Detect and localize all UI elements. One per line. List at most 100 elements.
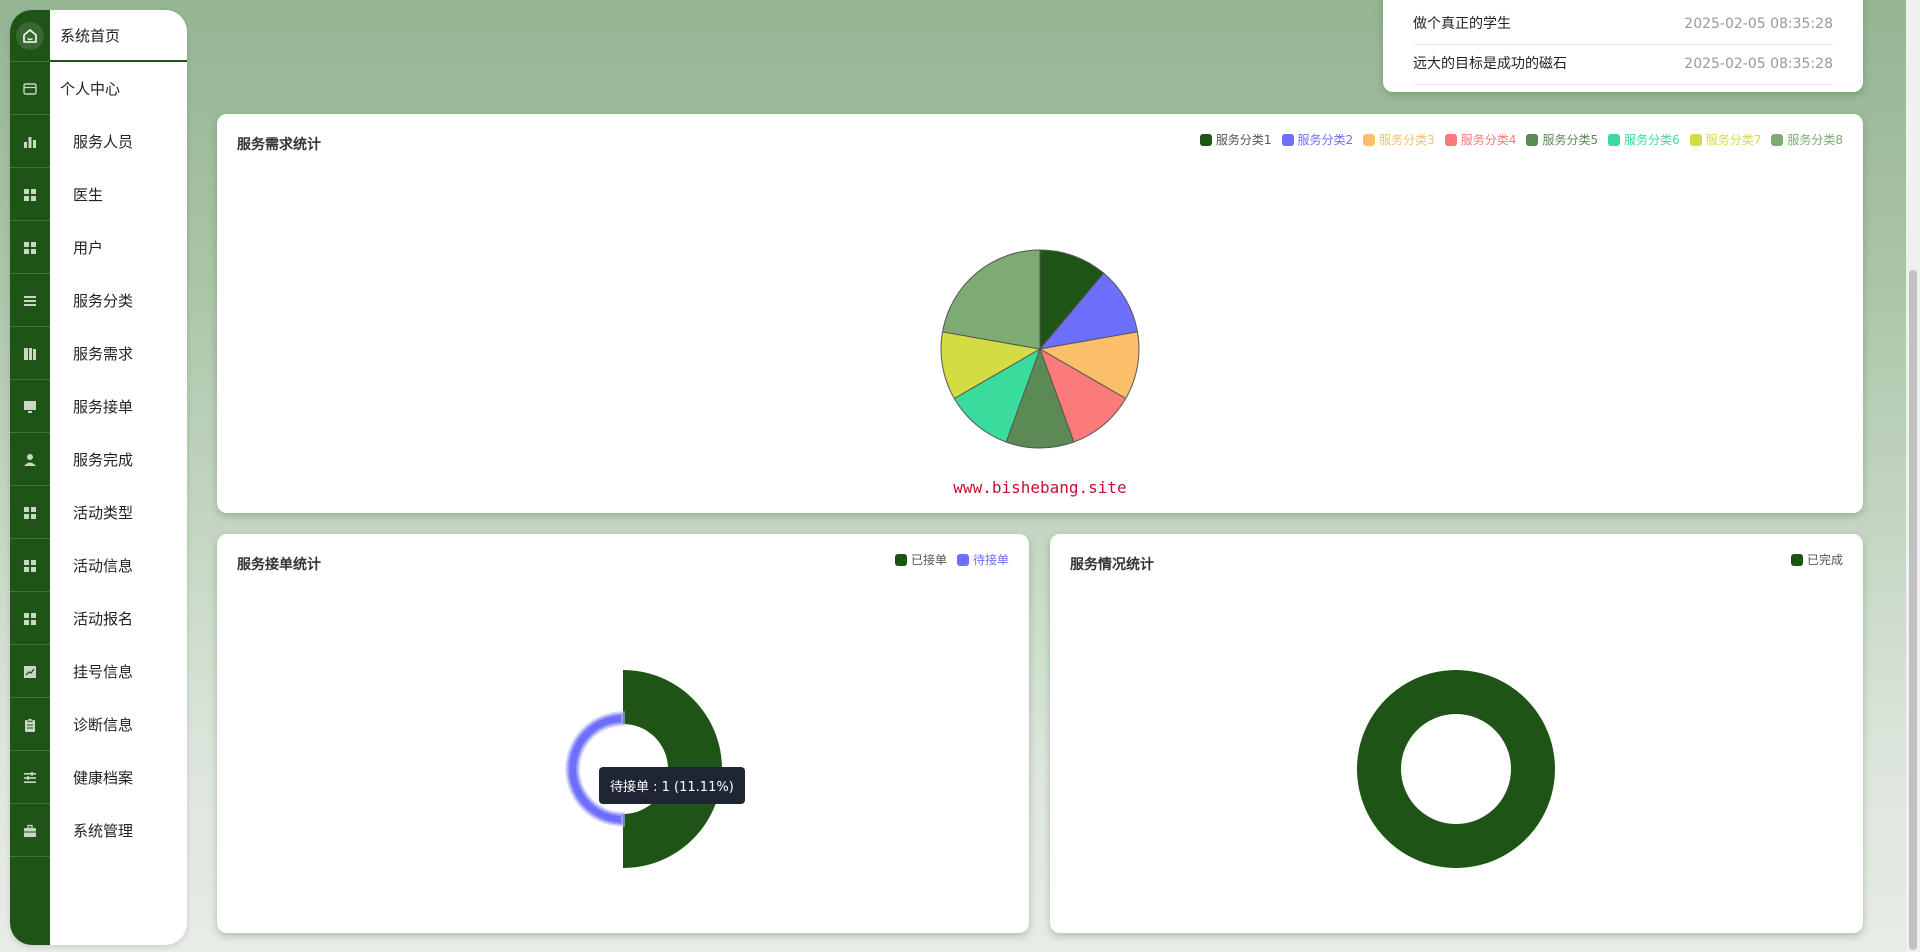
sidebar-item-label: 活动信息 [73, 557, 134, 575]
legend-item[interactable]: 服务分类2 [1281, 131, 1354, 148]
sidebar-item[interactable]: 系统首页 [10, 10, 187, 62]
sidebar-item[interactable]: 服务分类 [10, 275, 187, 327]
notice-list: 做个真正的学生 2025-02-05 08:35:28 远大的目标是成功的磁石 … [1383, 0, 1863, 92]
sidebar-item-label: 系统首页 [60, 27, 121, 45]
pie-slice[interactable] [1038, 331, 1140, 400]
donut-slice[interactable] [1356, 670, 1555, 868]
pie-slice[interactable] [953, 347, 1041, 443]
bar-chart-icon [10, 116, 50, 168]
chart-title: 服务接单统计 [237, 557, 321, 573]
pie-slice[interactable] [940, 331, 1042, 400]
sidebar-item-label: 医生 [73, 186, 104, 204]
legend-item[interactable]: 服务分类4 [1444, 131, 1516, 148]
service-status-chart-card: 服务情况统计 已完成 [1050, 534, 1863, 933]
sidebar-item[interactable]: 系统管理 [10, 805, 187, 857]
sidebar-item-label: 活动报名 [73, 610, 134, 628]
sidebar-item[interactable]: 服务人员 [10, 116, 187, 168]
clipboard-icon [10, 699, 50, 751]
pie-slice[interactable] [1039, 347, 1127, 443]
pie-slice[interactable] [1039, 249, 1105, 351]
sidebar-item[interactable]: 服务需求 [10, 328, 187, 380]
rail-divider [10, 273, 50, 274]
pie-slice[interactable] [941, 249, 1041, 350]
grid-icon [10, 487, 50, 539]
sliders-icon [10, 752, 50, 804]
sidebar-item-label: 挂号信息 [73, 663, 134, 681]
notice-title: 远大的目标是成功的磁石 [1413, 56, 1567, 72]
sidebar-item[interactable]: 活动报名 [10, 593, 187, 645]
notice-item[interactable]: 做个真正的学生 2025-02-05 08:35:28 [1413, 4, 1833, 45]
service-demand-pie-chart [940, 249, 1140, 449]
grid-icon [10, 169, 50, 221]
service-status-donut-chart [1356, 670, 1555, 868]
legend-item[interactable]: 服务分类8 [1771, 131, 1843, 148]
rose-slice[interactable] [565, 711, 625, 827]
sidebar-item-label: 用户 [73, 239, 104, 257]
sidebar-item[interactable]: 医生 [10, 169, 187, 221]
sidebar-item[interactable]: 服务接单 [10, 381, 187, 433]
sidebar-item[interactable]: 个人中心 [10, 63, 187, 115]
rail-divider [10, 326, 50, 327]
rail-divider [10, 61, 50, 62]
legend-label: 已接单 [910, 553, 947, 567]
sidebar-item[interactable]: 健康档案 [10, 752, 187, 804]
trend-icon [10, 646, 50, 698]
sidebar-item[interactable]: 用户 [10, 222, 187, 274]
legend-label: 服务分类7 [1705, 133, 1762, 147]
rail-divider [10, 803, 50, 804]
user-icon [10, 434, 50, 486]
legend-swatch [1689, 133, 1702, 146]
legend-swatch [894, 553, 907, 566]
rail-divider [10, 432, 50, 433]
legend-swatch [1363, 133, 1376, 146]
sidebar-item-label: 诊断信息 [73, 716, 134, 734]
rail-divider [10, 379, 50, 380]
legend-swatch [1444, 133, 1457, 146]
sidebar-item-label: 服务接单 [73, 398, 134, 416]
notice-title: 做个真正的学生 [1413, 16, 1511, 32]
briefcase-icon [10, 805, 50, 857]
sidebar: 系统首页个人中心服务人员医生用户服务分类服务需求服务接单服务完成活动类型活动信息… [10, 10, 187, 945]
legend-item[interactable]: 服务分类5 [1526, 131, 1598, 148]
rail-divider [10, 750, 50, 751]
pie-slice[interactable] [1005, 347, 1075, 449]
legend-label: 服务分类8 [1787, 133, 1843, 147]
legend-item[interactable]: 服务分类7 [1689, 131, 1762, 148]
chart-title: 服务情况统计 [1070, 557, 1154, 573]
pie-slice[interactable] [1038, 272, 1139, 350]
service-order-chart-card: 服务接单统计 已接单 待接单 [217, 534, 1029, 933]
sidebar-item-label: 健康档案 [73, 769, 134, 787]
legend-item[interactable]: 服务分类6 [1608, 131, 1680, 148]
sidebar-item-label: 系统管理 [73, 822, 134, 840]
sidebar-item-label: 服务人员 [73, 133, 134, 151]
sidebar-item[interactable]: 活动类型 [10, 487, 187, 539]
notice-date: 2025-02-05 08:35:28 [1684, 16, 1833, 32]
legend-label: 待接单 [972, 553, 1009, 567]
sidebar-item[interactable]: 挂号信息 [10, 646, 187, 698]
legend-label: 服务分类1 [1215, 133, 1272, 147]
rail-divider [10, 591, 50, 592]
legend-item[interactable]: 已完成 [1790, 551, 1843, 568]
sidebar-item[interactable]: 诊断信息 [10, 699, 187, 751]
rail-divider [10, 538, 50, 539]
legend-swatch [1526, 133, 1539, 146]
sidebar-item-label: 服务分类 [73, 292, 134, 310]
legend-label: 服务分类6 [1624, 133, 1680, 147]
legend-item[interactable]: 待接单 [956, 551, 1009, 568]
sidebar-item-label: 服务完成 [73, 451, 134, 469]
scrollbar-thumb[interactable] [1909, 270, 1917, 950]
page-scrollbar[interactable] [1906, 0, 1920, 952]
card-icon [10, 63, 50, 115]
legend-label: 服务分类2 [1297, 133, 1354, 147]
legend-item[interactable]: 服务分类1 [1199, 131, 1272, 148]
legend-label: 已完成 [1806, 553, 1843, 567]
sidebar-item-label: 活动类型 [73, 504, 134, 522]
legend-item[interactable]: 已接单 [894, 551, 947, 568]
notice-item[interactable]: 远大的目标是成功的磁石 2025-02-05 08:35:28 [1413, 44, 1833, 85]
legend-swatch [1199, 133, 1212, 146]
rail-divider [10, 485, 50, 486]
sidebar-item-label: 服务需求 [73, 345, 134, 363]
sidebar-item[interactable]: 服务完成 [10, 434, 187, 486]
legend-item[interactable]: 服务分类3 [1363, 131, 1435, 148]
sidebar-item[interactable]: 活动信息 [10, 540, 187, 592]
